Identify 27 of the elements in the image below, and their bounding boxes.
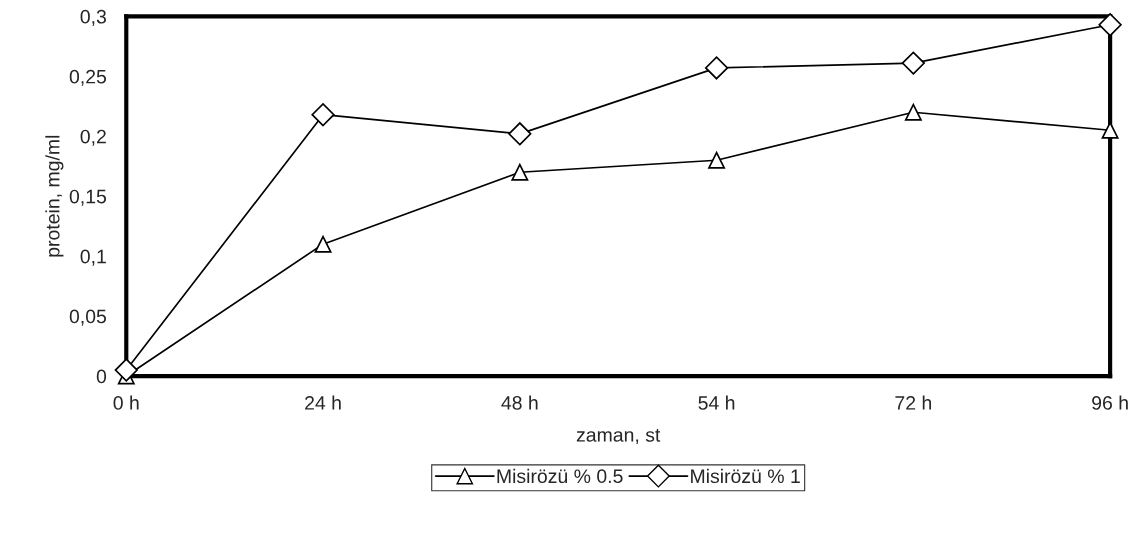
x-tick-label: 72 h [895,395,932,410]
point [508,122,532,146]
y-axis-title: protein, mg/ml [45,135,64,257]
y-tick-label: 0 [96,369,107,384]
y-tick-label: 0,15 [69,189,107,206]
y-tick-label: 0,3 [80,9,106,26]
legend-label: Misirözü % 1 [691,468,800,484]
x-tick-label: 24 h [305,395,341,410]
point [311,103,335,127]
x-axis-title: zaman, st [576,429,661,445]
point [1098,13,1122,37]
x-tick-label: 96 h [1092,395,1128,410]
legend-label: Misirözü % 0.5 [497,468,623,484]
y-tick-label: 0,2 [80,129,106,146]
point [314,235,332,253]
point [901,51,925,75]
x-tick-label: 54 h [698,395,735,410]
y-tick-label: 0,25 [69,69,107,86]
point [704,56,729,80]
point [511,163,529,181]
y-tick-label: 0,1 [80,249,106,266]
point [708,151,726,169]
point [114,358,138,382]
y-tick-label: 0,05 [69,309,107,326]
x-tick-label: 0 h [113,395,139,410]
x-tick-label: 48 h [501,395,538,410]
point [904,103,922,121]
